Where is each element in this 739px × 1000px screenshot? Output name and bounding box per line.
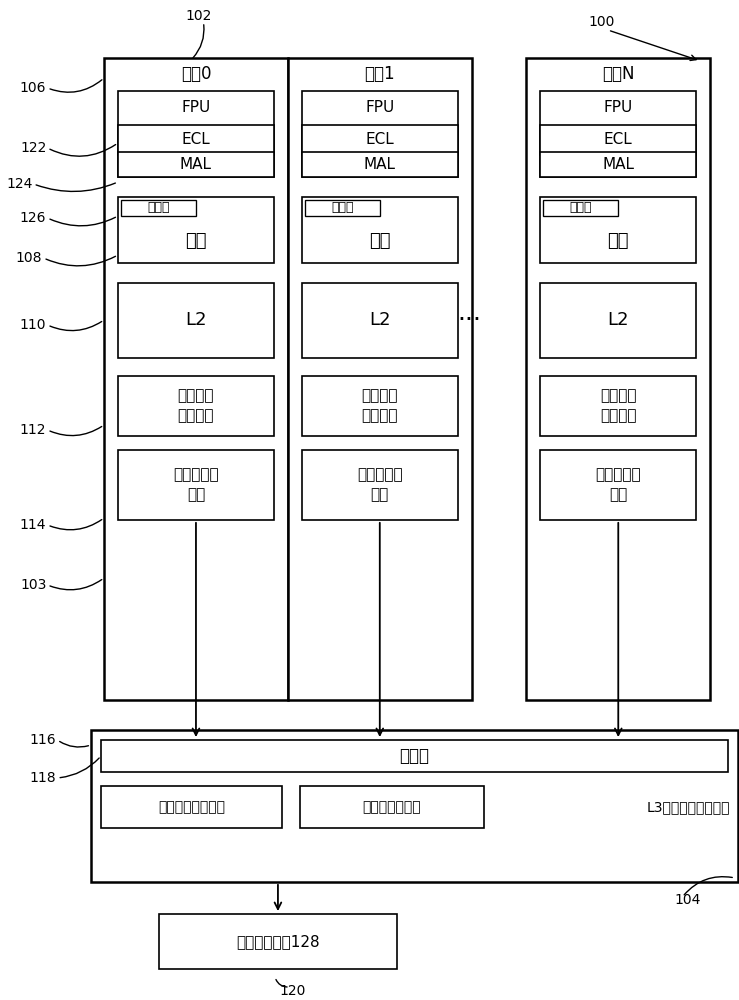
- Bar: [101, 786, 282, 828]
- Text: 核心N: 核心N: [602, 65, 635, 83]
- Bar: [302, 91, 457, 177]
- Text: L3（共享高速缓存）: L3（共享高速缓存）: [647, 800, 730, 814]
- Bar: [302, 125, 457, 155]
- Bar: [540, 152, 696, 177]
- Bar: [288, 58, 471, 700]
- Bar: [540, 450, 696, 520]
- Text: L2: L2: [185, 311, 207, 329]
- Text: FPU: FPU: [181, 100, 211, 115]
- Text: MAL: MAL: [602, 157, 634, 172]
- Bar: [540, 125, 696, 155]
- Text: FPU: FPU: [365, 100, 395, 115]
- Bar: [543, 200, 619, 216]
- Text: L2: L2: [369, 311, 390, 329]
- Text: 104: 104: [674, 893, 701, 907]
- Text: 核心1: 核心1: [364, 65, 395, 83]
- Bar: [302, 450, 457, 520]
- Bar: [304, 200, 380, 216]
- Text: 主累加逻辑部件: 主累加逻辑部件: [362, 800, 421, 814]
- Text: 存储器控制器128: 存储器控制器128: [236, 934, 320, 949]
- Text: 从接口: 从接口: [147, 201, 170, 214]
- Text: 116: 116: [30, 733, 56, 747]
- Text: 124: 124: [6, 177, 33, 191]
- Bar: [302, 283, 457, 358]
- Bar: [300, 786, 483, 828]
- Text: 112: 112: [20, 423, 47, 437]
- Bar: [118, 152, 274, 177]
- Text: 事件计数: 事件计数: [600, 388, 636, 403]
- Text: 114: 114: [20, 518, 47, 532]
- Bar: [540, 283, 696, 358]
- Text: 核心0: 核心0: [181, 65, 211, 83]
- Text: ···: ···: [457, 308, 482, 332]
- Text: MAL: MAL: [180, 157, 212, 172]
- Text: 部件: 部件: [187, 487, 205, 502]
- Text: 逻辑部件: 逻辑部件: [177, 408, 214, 423]
- Bar: [118, 283, 274, 358]
- Text: 部件: 部件: [609, 487, 627, 502]
- Text: 100: 100: [589, 15, 615, 29]
- Text: 106: 106: [20, 81, 47, 95]
- Text: 引擎: 引擎: [607, 232, 629, 250]
- Text: 事件计数逻辑部件: 事件计数逻辑部件: [158, 800, 225, 814]
- Bar: [118, 197, 274, 263]
- Bar: [118, 450, 274, 520]
- Bar: [302, 152, 457, 177]
- Text: 主累加逻辑: 主累加逻辑: [596, 467, 641, 482]
- Text: 从接口: 从接口: [570, 201, 592, 214]
- Bar: [118, 125, 274, 155]
- Bar: [302, 376, 457, 436]
- Text: 从接口: 从接口: [400, 747, 429, 765]
- Bar: [302, 197, 457, 263]
- Bar: [540, 376, 696, 436]
- Text: 主累加逻辑: 主累加逻辑: [173, 467, 219, 482]
- Bar: [159, 914, 397, 969]
- Text: 逻辑部件: 逻辑部件: [361, 408, 398, 423]
- Text: 120: 120: [279, 984, 306, 998]
- Text: 主累加逻辑: 主累加逻辑: [357, 467, 403, 482]
- Text: 部件: 部件: [371, 487, 389, 502]
- Text: 引擎: 引擎: [369, 232, 390, 250]
- Text: 110: 110: [20, 318, 47, 332]
- Bar: [91, 730, 738, 882]
- Text: 102: 102: [185, 9, 211, 23]
- Text: 引擎: 引擎: [185, 232, 207, 250]
- Text: ECL: ECL: [182, 132, 211, 147]
- Bar: [526, 58, 710, 700]
- Text: 从接口: 从接口: [331, 201, 353, 214]
- Bar: [118, 91, 274, 177]
- Text: 事件计数: 事件计数: [177, 388, 214, 403]
- Text: 126: 126: [20, 211, 47, 225]
- Text: MAL: MAL: [364, 157, 396, 172]
- Text: 103: 103: [20, 578, 47, 592]
- Text: ECL: ECL: [365, 132, 394, 147]
- Text: 事件计数: 事件计数: [361, 388, 398, 403]
- Bar: [101, 740, 728, 772]
- Bar: [540, 197, 696, 263]
- Text: 118: 118: [30, 771, 56, 785]
- Text: 122: 122: [20, 141, 47, 155]
- Text: L2: L2: [607, 311, 629, 329]
- Bar: [121, 200, 196, 216]
- Text: FPU: FPU: [604, 100, 633, 115]
- Text: ECL: ECL: [604, 132, 633, 147]
- Bar: [104, 58, 288, 700]
- Bar: [118, 376, 274, 436]
- Bar: [540, 91, 696, 177]
- Text: 逻辑部件: 逻辑部件: [600, 408, 636, 423]
- Text: 108: 108: [16, 251, 42, 265]
